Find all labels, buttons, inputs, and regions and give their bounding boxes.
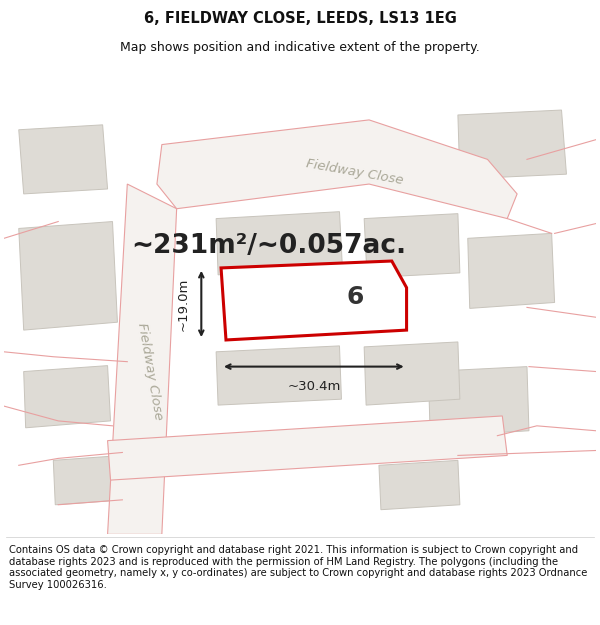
Text: ~19.0m: ~19.0m — [176, 278, 190, 331]
Polygon shape — [19, 221, 118, 330]
Text: Fieldway Close: Fieldway Close — [135, 322, 165, 421]
Polygon shape — [216, 212, 343, 275]
Polygon shape — [468, 233, 554, 308]
Text: 6: 6 — [346, 286, 364, 309]
Text: ~231m²/~0.057ac.: ~231m²/~0.057ac. — [131, 233, 406, 259]
Polygon shape — [107, 184, 176, 534]
Polygon shape — [458, 110, 566, 179]
Polygon shape — [364, 214, 460, 278]
Polygon shape — [23, 366, 110, 428]
Polygon shape — [107, 416, 507, 480]
Polygon shape — [53, 456, 124, 505]
Text: 6, FIELDWAY CLOSE, LEEDS, LS13 1EG: 6, FIELDWAY CLOSE, LEEDS, LS13 1EG — [143, 11, 457, 26]
Text: ~30.4m: ~30.4m — [287, 381, 341, 393]
Polygon shape — [221, 261, 407, 340]
Text: Fieldway Close: Fieldway Close — [305, 158, 404, 187]
Text: Contains OS data © Crown copyright and database right 2021. This information is : Contains OS data © Crown copyright and d… — [9, 545, 587, 590]
Polygon shape — [379, 461, 460, 510]
Polygon shape — [157, 120, 517, 219]
Polygon shape — [19, 125, 107, 194]
Polygon shape — [216, 346, 341, 405]
Polygon shape — [364, 342, 460, 405]
Text: Map shows position and indicative extent of the property.: Map shows position and indicative extent… — [120, 41, 480, 54]
Polygon shape — [428, 367, 529, 437]
